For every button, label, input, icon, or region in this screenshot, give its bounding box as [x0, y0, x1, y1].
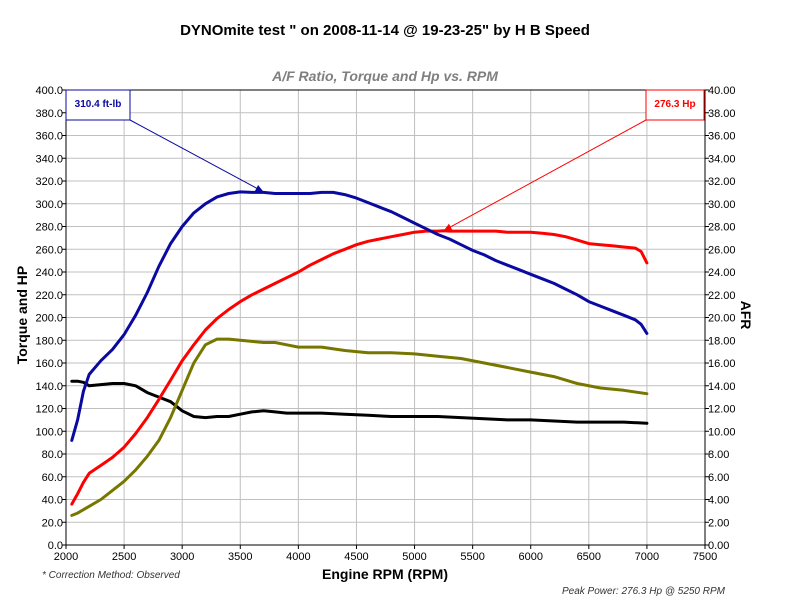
grid-lines	[65, 89, 706, 546]
y2-tick-label: 24.00	[708, 267, 736, 279]
hp-series-line	[70, 229, 649, 506]
series-layer	[70, 190, 649, 517]
y2-tick-label: 16.00	[708, 358, 736, 370]
x-tick-label: 5000	[402, 551, 426, 563]
y-tick-label: 160.0	[35, 358, 63, 370]
x-tick-label: 7000	[635, 551, 659, 563]
y-tick-label: 360.0	[35, 131, 63, 143]
y-tick-label: 40.0	[42, 495, 63, 507]
y2-tick-label: 32.00	[708, 176, 736, 188]
annotation-label: 310.4 ft-lb	[75, 99, 122, 110]
y2-tick-label: 22.00	[708, 290, 736, 302]
chart-title: DYNOmite test " on 2008-11-14 @ 19-23-25…	[180, 22, 590, 39]
y-tick-label: 260.0	[35, 244, 63, 256]
annotation-arrowhead	[254, 185, 264, 192]
peak-power-note: Peak Power: 276.3 Hp @ 5250 RPM	[562, 586, 726, 597]
afr1-series-line	[70, 337, 649, 517]
y-tick-label: 140.0	[35, 381, 63, 393]
y2-tick-label: 6.00	[708, 472, 729, 484]
x-tick-label: 6500	[577, 551, 601, 563]
y-axis-label: Torque and HP	[14, 266, 30, 365]
y-tick-label: 100.0	[35, 426, 63, 438]
annotation-leader	[129, 119, 264, 193]
x-axis-label: Engine RPM (RPM)	[322, 566, 448, 582]
torque-series-line	[70, 190, 649, 442]
y2-tick-label: 34.00	[708, 153, 736, 165]
x-tick-label: 4000	[286, 551, 310, 563]
x-tick-label: 3000	[170, 551, 194, 563]
annotation-box	[645, 89, 705, 121]
annotation-leader	[443, 119, 647, 232]
annotation-label: 276.3 Hp	[654, 99, 695, 110]
y2-tick-label: 8.00	[708, 449, 729, 461]
y2-axis-ticks: 0.00 2.00 4.00 6.00 8.00 10.00 12.00 14.00 16.00…	[705, 85, 736, 552]
y2-tick-label: 26.00	[708, 244, 736, 256]
annotation-box	[65, 89, 131, 121]
x-tick-label: 7500	[693, 551, 717, 563]
y-tick-label: 280.0	[35, 222, 63, 234]
y2-tick-label: 36.00	[708, 131, 736, 143]
x-tick-label: 2500	[112, 551, 136, 563]
y2-tick-label: 28.00	[708, 222, 736, 234]
y-axis-ticks: 0.0 20.0 40.0 60.0 80.0 100.0 120.0 140.0 160.0 1…	[35, 85, 66, 552]
y2-tick-label: 14.00	[708, 381, 736, 393]
y-tick-label: 20.0	[42, 517, 63, 529]
x-tick-label: 3500	[228, 551, 252, 563]
y-tick-label: 380.0	[35, 108, 63, 120]
afr2-series-line	[70, 379, 649, 425]
x-tick-label: 2000	[54, 551, 78, 563]
y-tick-label: 120.0	[35, 404, 63, 416]
x-axis-ticks: 2000 2500 3000 3500 4000 4500 5000 5500 6000 6500…	[54, 545, 717, 563]
y-tick-label: 60.0	[42, 472, 63, 484]
y2-tick-label: 38.00	[708, 108, 736, 120]
correction-note: * Correction Method: Observed	[42, 570, 180, 581]
y-tick-label: 300.0	[35, 199, 63, 211]
y-tick-label: 0.0	[48, 540, 63, 552]
chart-subtitle: A/F Ratio, Torque and Hp vs. RPM	[271, 68, 498, 84]
y-tick-label: 320.0	[35, 176, 63, 188]
y-tick-label: 340.0	[35, 153, 63, 165]
y2-tick-label: 10.00	[708, 426, 736, 438]
x-tick-label: 4500	[344, 551, 368, 563]
y-tick-label: 400.0	[35, 85, 63, 97]
annotation-layer: 310.4 ft-lb 276.3 Hp	[65, 89, 705, 232]
y2-tick-label: 40.00	[708, 85, 736, 97]
y-tick-label: 180.0	[35, 335, 63, 347]
y2-tick-label: 20.00	[708, 313, 736, 325]
y2-tick-label: 0.00	[708, 540, 729, 552]
y-tick-label: 200.0	[35, 313, 63, 325]
y2-tick-label: 30.00	[708, 199, 736, 211]
y-tick-label: 240.0	[35, 267, 63, 279]
x-tick-label: 6000	[518, 551, 542, 563]
y2-tick-label: 18.00	[708, 335, 736, 347]
y-tick-label: 220.0	[35, 290, 63, 302]
y2-tick-label: 12.00	[708, 404, 736, 416]
annotation-arrowhead	[443, 223, 453, 231]
y-tick-label: 80.0	[42, 449, 63, 461]
x-tick-label: 5500	[460, 551, 484, 563]
y2-tick-label: 4.00	[708, 495, 729, 507]
y2-axis-label: AFR	[738, 301, 754, 330]
y2-tick-label: 2.00	[708, 517, 729, 529]
